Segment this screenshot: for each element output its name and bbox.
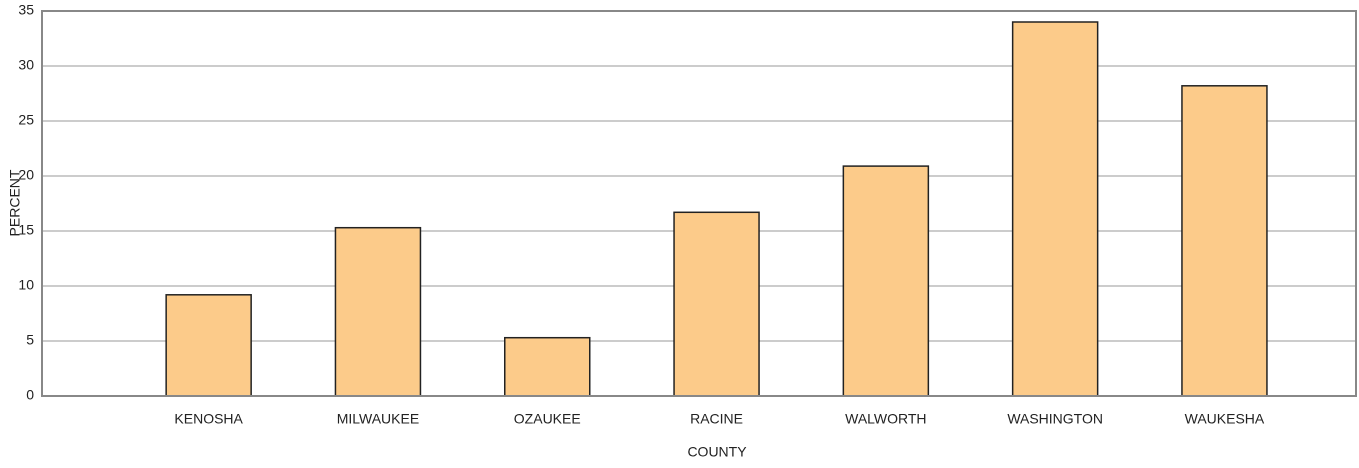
bar bbox=[1181, 85, 1268, 397]
plot-border bbox=[41, 10, 1357, 397]
x-axis-label: COUNTY bbox=[687, 444, 747, 460]
y-tick-label: 0 bbox=[26, 387, 34, 403]
x-tick-label: OZAUKEE bbox=[514, 411, 581, 427]
x-tick-label: WASHINGTON bbox=[1007, 411, 1103, 427]
x-tick-label: WALWORTH bbox=[845, 411, 926, 427]
y-tick-label: 35 bbox=[18, 2, 34, 18]
bar bbox=[1011, 21, 1099, 397]
x-tick-label: WAUKESHA bbox=[1185, 411, 1265, 427]
x-tick-label: KENOSHA bbox=[174, 411, 243, 427]
bar bbox=[165, 294, 252, 397]
y-tick-label: 15 bbox=[18, 222, 34, 238]
y-tick-label: 20 bbox=[18, 167, 34, 183]
y-tick-label: 10 bbox=[18, 277, 34, 293]
x-tick-label: RACINE bbox=[690, 411, 743, 427]
y-tick-label: 30 bbox=[18, 57, 34, 73]
bar bbox=[334, 226, 422, 397]
y-axis-label: PERCENT bbox=[7, 169, 23, 236]
bar bbox=[504, 336, 591, 397]
bar bbox=[842, 165, 930, 397]
x-tick-label: MILWAUKEE bbox=[337, 411, 419, 427]
bar bbox=[673, 211, 760, 397]
y-tick-label: 25 bbox=[18, 112, 34, 128]
y-tick-label: 5 bbox=[26, 332, 34, 348]
